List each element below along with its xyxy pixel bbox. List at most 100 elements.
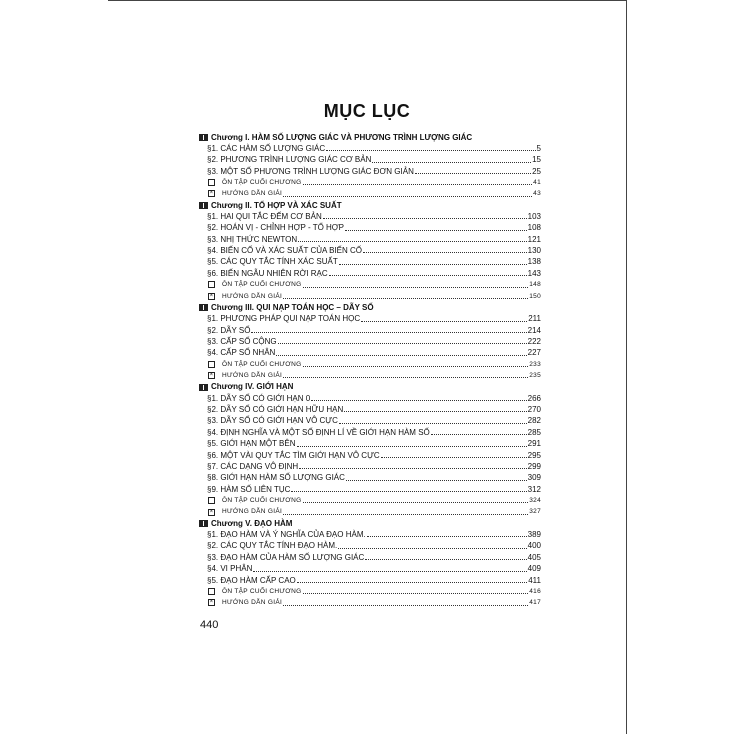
toc-entry[interactable]: ÔN TẬP CUỐI CHƯƠNG 233 — [199, 359, 541, 370]
toc-entry[interactable]: §3. MỘT SỐ PHƯƠNG TRÌNH LƯỢNG GIÁC ĐƠN G… — [199, 166, 541, 177]
dot-leader — [345, 479, 527, 481]
entry-page: 324 — [529, 497, 541, 504]
toc-entry[interactable]: §4. CẤP SỐ NHÂN 227 — [199, 347, 541, 358]
toc-entry[interactable]: §3. ĐẠO HÀM CỦA HÀM SỐ LƯỢNG GIÁC 405 — [199, 552, 541, 563]
empty-box-icon — [208, 179, 215, 187]
chapter-heading[interactable]: Chương I. HÀM SỐ LƯỢNG GIÁC VÀ PHƯƠNG TR… — [199, 132, 541, 143]
entry-page: 416 — [529, 587, 541, 595]
toc-entry[interactable]: §8. GIỚI HẠN HÀM SỐ LƯỢNG GIÁC 309 — [199, 472, 541, 483]
entry-page: 309 — [527, 473, 541, 483]
dot-leader — [276, 354, 527, 356]
entry-label: HƯỚNG DẪN GIẢI — [222, 292, 283, 300]
entry-page: 15 — [532, 155, 541, 165]
dot-leader — [298, 241, 527, 243]
toc-entry[interactable]: × HƯỚNG DẪN GIẢI 417 — [199, 597, 541, 608]
toc-entry[interactable]: × HƯỚNG DẪN GIẢI 150 — [199, 291, 541, 302]
toc-entry[interactable]: §2. DÃY SỐ 214 — [199, 325, 541, 336]
checked-box-icon: × — [208, 292, 215, 300]
chapter-title: Chương V. ĐẠO HÀM — [211, 518, 293, 528]
toc-entry[interactable]: §3. DÃY SỐ CÓ GIỚI HẠN VÔ CỰC 282 — [199, 415, 541, 426]
chapter-heading[interactable]: Chương II. TỔ HỢP VÀ XÁC SUẤT — [199, 200, 541, 211]
toc-entry[interactable]: §7. CÁC DẠNG VÔ ĐỊNH 299 — [199, 461, 541, 472]
entry-label: ÔN TẬP CUỐI CHƯƠNG — [222, 497, 302, 504]
toc-entry[interactable]: §4. VI PHÂN 409 — [199, 563, 541, 574]
entry-label: §7. CÁC DẠNG VÔ ĐỊNH — [207, 461, 299, 471]
chapter-heading[interactable]: Chương IV. GIỚI HẠN — [199, 381, 541, 392]
toc-entry[interactable]: ÔN TẬP CUỐI CHƯƠNG 41 — [199, 177, 541, 188]
entry-page: 143 — [527, 268, 541, 278]
entry-label: §4. ĐỊNH NGHĨA VÀ MỘT SỐ ĐỊNH LÍ VỀ GIỚI… — [207, 427, 430, 437]
entry-label: §4. BIẾN CỐ VÀ XÁC SUẤT CỦA BIẾN CỐ — [207, 246, 363, 256]
toc-entry[interactable]: §1. ĐẠO HÀM VÀ Ý NGHĨA CỦA ĐẠO HÀM. 389 — [199, 529, 541, 540]
entry-page: 108 — [527, 223, 541, 233]
toc-entry[interactable]: §4. BIẾN CỐ VÀ XÁC SUẤT CỦA BIẾN CỐ 130 — [199, 245, 541, 256]
toc-entry[interactable]: × HƯỚNG DẪN GIẢI 235 — [199, 370, 541, 381]
entry-label: §2. DÃY SỐ — [207, 325, 251, 335]
toc-entry[interactable]: §6. BIẾN NGẪU NHIÊN RỜI RẠC 143 — [199, 268, 541, 279]
chapter-title: Chương II. TỔ HỢP VÀ XÁC SUẤT — [211, 200, 342, 210]
checked-box-icon: × — [208, 190, 215, 198]
toc-entry[interactable]: × HƯỚNG DẪN GIẢI 327 — [199, 506, 541, 517]
entry-label: §2. PHƯƠNG TRÌNH LƯỢNG GIÁC CƠ BẢN — [207, 155, 372, 165]
book-icon — [199, 383, 208, 391]
toc-entry[interactable]: §1. PHƯƠNG PHÁP QUI NẠP TOÁN HỌC 211 — [199, 313, 541, 324]
dot-leader — [283, 513, 529, 515]
toc-entry[interactable]: §1. CÁC HÀM SỐ LƯỢNG GIÁC 5 — [199, 143, 541, 154]
book-icon — [199, 304, 208, 312]
entry-page: 285 — [527, 427, 541, 437]
toc-entry[interactable]: §9. HÀM SỐ LIÊN TỤC 312 — [199, 484, 541, 495]
entry-label: §4. VI PHÂN — [207, 564, 253, 574]
dot-leader — [302, 286, 529, 288]
chapter-heading[interactable]: Chương V. ĐẠO HÀM — [199, 518, 541, 529]
dot-leader — [414, 172, 532, 174]
toc-entry[interactable]: × HƯỚNG DẪN GIẢI 43 — [199, 188, 541, 199]
entry-label: §8. GIỚI HẠN HÀM SỐ LƯỢNG GIÁC — [207, 473, 345, 483]
dot-leader — [291, 491, 527, 492]
checked-box-icon: × — [208, 372, 215, 380]
checked-box-icon: × — [208, 599, 215, 607]
toc-entry[interactable]: §2. DÃY SỐ CÓ GIỚI HẠN HỮU HẠN 270 — [199, 404, 541, 415]
entry-label: §3. MỘT SỐ PHƯƠNG TRÌNH LƯỢNG GIÁC ĐƠN G… — [207, 166, 414, 176]
entry-page: 233 — [529, 360, 541, 368]
toc-entry[interactable]: §2. CÁC QUY TẮC TÍNH ĐẠO HÀM. 400 — [199, 540, 541, 551]
toc-entry[interactable]: §5. GIỚI HẠN MỘT BÊN 291 — [199, 438, 541, 449]
table-of-contents: Chương I. HÀM SỐ LƯỢNG GIÁC VÀ PHƯƠNG TR… — [199, 132, 541, 609]
toc-entry[interactable]: ÔN TẬP CUỐI CHƯƠNG 416 — [199, 586, 541, 597]
chapter-heading[interactable]: Chương III. QUI NẠP TOÁN HỌC – DÃY SỐ — [199, 302, 541, 313]
toc-entry[interactable]: ÔN TẬP CUỐI CHƯƠNG 148 — [199, 279, 541, 290]
dot-leader — [283, 195, 533, 197]
entry-label: §1. PHƯƠNG PHÁP QUI NẠP TOÁN HỌC — [207, 314, 361, 324]
toc-entry[interactable]: §1. HAI QUI TẮC ĐẾM CƠ BẢN 103 — [199, 211, 541, 222]
entry-page: 405 — [527, 552, 541, 562]
dot-leader — [338, 422, 527, 424]
dot-leader — [328, 275, 527, 277]
page-title: MỤC LỤC — [323, 101, 411, 121]
toc-entry[interactable]: §3. NHỊ THỨC NEWTON 121 — [199, 234, 541, 245]
toc-entry[interactable]: §2. PHƯƠNG TRÌNH LƯỢNG GIÁC CƠ BẢN 15 — [199, 154, 541, 165]
toc-entry[interactable]: §3. CẤP SỐ CỘNG 222 — [199, 336, 541, 347]
entry-page: 291 — [527, 439, 541, 449]
dot-leader — [322, 218, 527, 220]
entry-label: HƯỚNG DẪN GIẢI — [222, 190, 283, 198]
dot-leader — [277, 343, 527, 345]
entry-label: §3. ĐẠO HÀM CỦA HÀM SỐ LƯỢNG GIÁC — [207, 552, 365, 562]
toc-entry[interactable]: §6. MỘT VÀI QUY TẮC TÌM GIỚI HẠN VÔ CỰC 2… — [199, 450, 541, 461]
toc-entry[interactable]: §2. HOÁN VỊ - CHỈNH HỢP - TỔ HỢP 108 — [199, 222, 541, 233]
entry-page: 150 — [529, 292, 541, 300]
page-number: 440 — [200, 619, 219, 631]
entry-page: 138 — [527, 257, 541, 267]
toc-entry[interactable]: ÔN TẬP CUỐI CHƯƠNG 324 — [199, 495, 541, 506]
toc-entry[interactable]: §5. ĐẠO HÀM CẤP CAO 411 — [199, 575, 541, 586]
toc-entry[interactable]: §1. DÃY SỐ CÓ GIỚI HẠN 0 266 — [199, 393, 541, 404]
entry-page: 417 — [529, 599, 541, 607]
entry-label: §5. CÁC QUY TẮC TÍNH XÁC SUẤT — [207, 257, 338, 267]
entry-page: 270 — [527, 405, 541, 415]
dot-leader — [338, 547, 527, 549]
dot-leader — [363, 252, 527, 254]
toc-entry[interactable]: §4. ĐỊNH NGHĨA VÀ MỘT SỐ ĐỊNH LÍ VỀ GIỚI… — [199, 427, 541, 438]
entry-page: 400 — [527, 541, 541, 551]
entry-label: §1. HAI QUI TẮC ĐẾM CƠ BẢN — [207, 212, 322, 222]
entry-label: §5. ĐẠO HÀM CẤP CAO — [207, 575, 296, 585]
entry-label: HƯỚNG DẪN GIẢI — [222, 372, 283, 380]
toc-entry[interactable]: §5. CÁC QUY TẮC TÍNH XÁC SUẤT 138 — [199, 256, 541, 267]
